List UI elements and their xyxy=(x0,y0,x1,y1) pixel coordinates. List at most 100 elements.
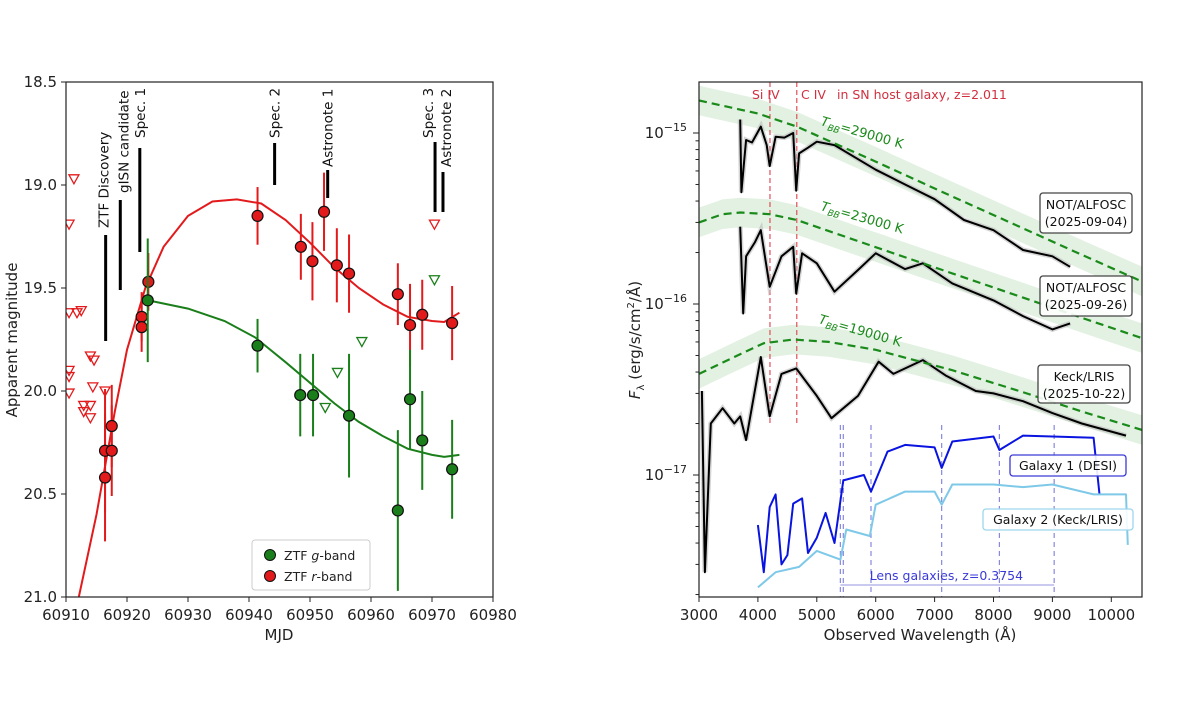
x-tick-label: 7000 xyxy=(916,606,954,624)
x-tick-label: 3000 xyxy=(680,606,718,624)
spectrum-label-date: (2025-09-26) xyxy=(1045,297,1127,312)
fit-curve-r xyxy=(77,198,460,597)
event-markers: ZTF Discovery gISN candidate Spec. 1 Spec. … xyxy=(97,88,455,341)
event-label: Spec. 2 xyxy=(268,88,284,138)
upper-limit-r xyxy=(98,386,112,398)
legend-marker-r xyxy=(264,570,276,582)
data-point-r xyxy=(330,259,343,272)
upper-limit-r xyxy=(77,406,90,418)
upper-limit-g xyxy=(319,402,332,414)
data-point-g xyxy=(294,389,307,402)
data-point-r xyxy=(446,316,459,330)
data-point-g xyxy=(391,504,404,517)
x-tick-label: 60960 xyxy=(347,606,395,624)
upper-limit-r xyxy=(428,219,441,231)
spectra-axes-frame xyxy=(698,81,1143,598)
data-point-r xyxy=(306,255,319,268)
host-line-label: Si IV xyxy=(752,87,780,102)
event-label: Spec. 1 xyxy=(133,88,149,138)
data-point-g xyxy=(446,463,459,476)
x-tick-label: 60980 xyxy=(469,606,517,624)
spectrum-label-date: (2025-09-04) xyxy=(1045,214,1127,229)
legend-box xyxy=(251,539,371,591)
upper-limit-r xyxy=(77,400,90,412)
y-tick-label: 19.0 xyxy=(24,176,57,194)
upper-limit-r xyxy=(75,306,88,317)
lightcurve-plot-area xyxy=(66,172,460,597)
legend-marker-g xyxy=(264,549,276,561)
x-tick-label: 60940 xyxy=(225,606,273,624)
legend-entry-g: ZTF g-band xyxy=(264,548,355,563)
spectrum-line xyxy=(756,434,1101,574)
x-tick-label: 5000 xyxy=(798,606,836,624)
y-tick-label: 20.5 xyxy=(24,485,57,503)
upper-limit-r xyxy=(84,413,97,425)
upper-limit-g xyxy=(355,336,368,348)
spectrum-label-instrument: NOT/ALFOSC xyxy=(1046,280,1127,295)
spectrum-label-instrument: Keck/LRIS xyxy=(1054,369,1115,384)
fit-curve-g xyxy=(148,299,460,458)
data-point-r xyxy=(317,205,331,218)
legend-entry-r: ZTF r-band xyxy=(264,569,352,584)
x-tick-label: 4000 xyxy=(739,606,777,624)
data-point-r xyxy=(391,288,404,301)
data-point-r xyxy=(342,267,356,280)
upper-limit-r xyxy=(84,400,97,412)
legend-label-g: ZTF g-band xyxy=(284,548,355,563)
spectra-x-label: Observed Wavelength (Å) xyxy=(824,625,1017,644)
x-tick-label: 60950 xyxy=(286,606,334,624)
y-tick-label: 10−17 xyxy=(645,463,687,484)
spectra-plot-area xyxy=(699,82,1142,597)
blackbody-curve xyxy=(699,99,1142,283)
spectrum-label-instrument: NOT/ALFOSC xyxy=(1046,197,1127,212)
data-point-r xyxy=(135,310,148,323)
y-tick-label: 10−15 xyxy=(645,121,687,142)
data-point-r xyxy=(105,444,118,457)
x-tick-label: 60910 xyxy=(42,606,90,624)
lightcurve-panel: ZTF Discovery gISN candidate Spec. 1 Spec. … xyxy=(3,73,517,644)
upper-limit-r xyxy=(67,174,81,186)
y-tick-label: 18.5 xyxy=(24,73,57,91)
data-point-g xyxy=(251,339,264,352)
data-point-g xyxy=(141,294,154,307)
data-point-g xyxy=(342,409,356,422)
data-point-r xyxy=(105,419,118,433)
spectrum-label-box xyxy=(1009,454,1127,477)
spectrum-line xyxy=(700,356,1127,574)
x-tick-label: 6000 xyxy=(857,606,895,624)
data-point-g xyxy=(416,434,429,447)
data-point-g xyxy=(306,389,320,402)
x-tick-label: 60920 xyxy=(103,606,151,624)
blackbody-uncertainty-band xyxy=(699,197,1142,353)
upper-limit-g xyxy=(331,367,344,379)
x-tick-label: 60930 xyxy=(164,606,212,624)
spectrum-label: Galaxy 1 (DESI) xyxy=(1019,458,1117,473)
x-tick-label: 10000 xyxy=(1087,606,1135,624)
data-point-r xyxy=(416,308,429,321)
spectra-ticks: 3000 4000 5000 6000 7000 8000 9000 10000 10−15 10… xyxy=(645,121,1135,624)
data-point-r xyxy=(135,321,148,334)
data-point-r xyxy=(294,240,307,253)
event-label: Astronote 1 xyxy=(321,89,337,167)
host-redshift-label: in SN host galaxy, z=2.011 xyxy=(837,87,1007,102)
spectrum-line xyxy=(739,226,1071,331)
legend-label-r: ZTF r-band xyxy=(284,569,352,584)
event-label: ZTF Discovery xyxy=(97,132,113,228)
upper-limit-g xyxy=(428,275,441,287)
lens-label: Lens galaxies, z=0.3754 xyxy=(870,568,1023,583)
data-point-r xyxy=(98,471,112,484)
data-point-r xyxy=(251,209,264,222)
lightcurve-x-label: MJD xyxy=(265,626,294,644)
y-tick-label: 21.0 xyxy=(24,588,57,606)
spectrum-label-box xyxy=(1039,275,1133,317)
upper-limit-r xyxy=(86,382,99,394)
y-tick-label: 10−16 xyxy=(645,292,687,313)
spectra-panel: 3000 4000 5000 6000 7000 8000 9000 10000 10−15 10… xyxy=(625,81,1143,644)
spectrum-label-box xyxy=(982,508,1134,531)
spectrum-label: Galaxy 2 (Keck/LRIS) xyxy=(993,512,1123,527)
spectrum-line xyxy=(757,483,1129,589)
spectrum-label-box xyxy=(1037,364,1131,404)
x-tick-label: 60970 xyxy=(408,606,456,624)
lightcurve-y-label: Apparent magnitude xyxy=(3,263,21,418)
